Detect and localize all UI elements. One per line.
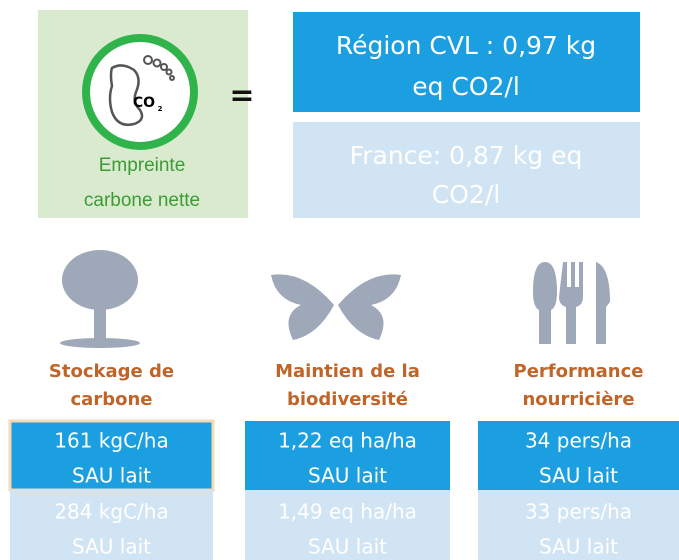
region-value: 161 kgC/ha xyxy=(54,429,168,453)
equals: = xyxy=(229,79,254,114)
foot-shape xyxy=(108,64,144,126)
footprint-icon xyxy=(82,34,198,150)
france-box xyxy=(10,490,213,560)
france-box xyxy=(245,490,450,560)
france-value: SAU lait xyxy=(539,535,618,559)
indicator-label: biodiversité xyxy=(287,389,408,410)
region-value: SAU lait xyxy=(308,464,387,488)
france-value: SAU lait xyxy=(72,535,151,559)
indicator-label: carbone xyxy=(71,389,153,410)
indicator-label: Performance xyxy=(514,361,644,382)
region-value: 34 pers/ha xyxy=(525,429,632,453)
co-subscript: 2 xyxy=(158,105,163,113)
region-value: 1,22 eq ha/ha xyxy=(278,429,417,453)
region-text: eq CO2/l xyxy=(412,72,520,101)
france-value: SAU lait xyxy=(308,535,387,559)
footprint-label: carbone nette xyxy=(84,190,200,211)
region-box xyxy=(478,421,679,490)
region-value: SAU lait xyxy=(539,464,618,488)
region-box xyxy=(293,12,640,112)
france-box xyxy=(293,122,640,218)
cutlery-icon xyxy=(533,262,610,344)
indicator-label: nourricière xyxy=(522,389,634,410)
region-text: Région CVL : 0,97 kg xyxy=(336,31,596,60)
france-text: France: 0,87 kg eq xyxy=(350,141,583,170)
france-value: 284 kgC/ha xyxy=(54,500,168,524)
toes xyxy=(143,55,175,81)
region-box xyxy=(245,421,450,490)
indicator-label: Stockage de xyxy=(49,361,174,382)
france-text: CO2/l xyxy=(432,180,500,209)
region-value: SAU lait xyxy=(72,464,151,488)
france-value: 1,49 eq ha/ha xyxy=(278,500,417,524)
indicator-label: Maintien de la xyxy=(275,361,420,382)
butterfly-icon xyxy=(271,274,401,340)
tree-icon xyxy=(60,250,140,348)
france-value: 33 pers/ha xyxy=(525,500,632,524)
footprint-label: Empreinte xyxy=(99,155,186,176)
co-text: CO xyxy=(133,95,155,111)
france-box xyxy=(478,490,679,560)
